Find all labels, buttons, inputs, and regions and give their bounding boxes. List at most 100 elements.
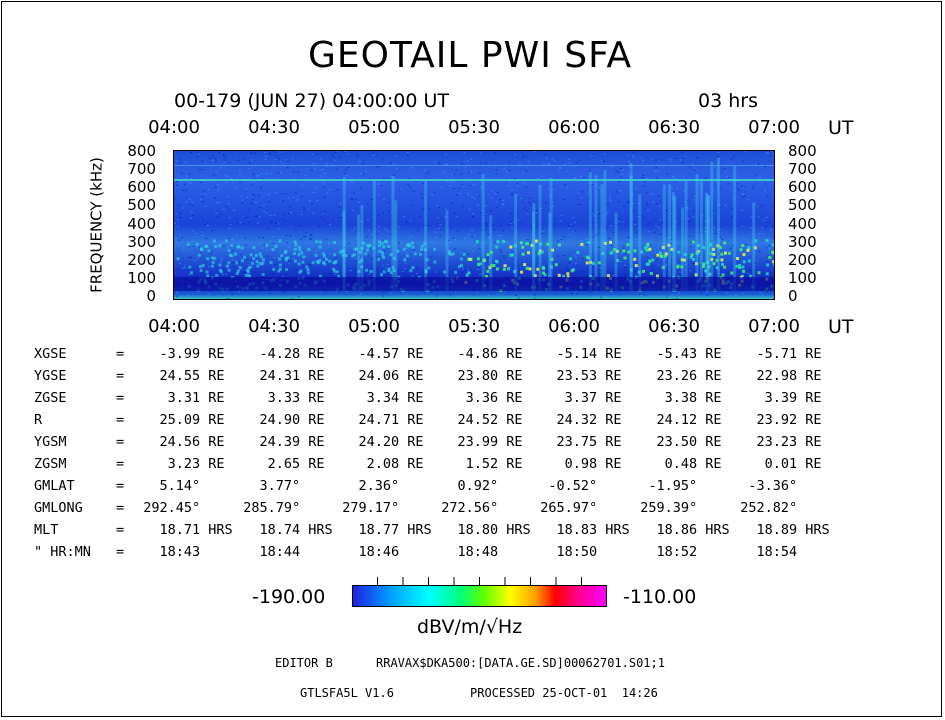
spectrogram-cell	[571, 231, 574, 233]
spectrogram-cell	[343, 262, 346, 264]
spectrogram-cell	[723, 168, 726, 170]
spectrogram-cell	[695, 174, 699, 291]
spectrogram-cell	[256, 222, 259, 224]
spectrogram-cell	[285, 242, 288, 244]
spectrogram-cell	[627, 202, 630, 204]
colorbar-max: -110.00	[623, 586, 697, 608]
y-tick-label-left: 700	[127, 160, 156, 179]
spectrogram-cell	[510, 221, 513, 223]
spectrogram-cell	[285, 235, 288, 237]
spectrogram-cell	[442, 172, 445, 174]
spectrogram-cell	[334, 258, 337, 260]
spectrogram-cell	[578, 159, 581, 161]
spectrogram-cell	[190, 212, 193, 214]
spectrogram-cell	[526, 251, 530, 255]
spectrogram-cell	[458, 193, 461, 195]
spectrogram-cell	[685, 207, 688, 209]
time-tick-label: 05:30	[448, 316, 500, 337]
orbit-row-equals: =	[116, 500, 125, 516]
spectrogram-cell	[752, 185, 755, 187]
spectrogram-cell	[698, 183, 701, 185]
spectrogram-cell	[293, 178, 296, 180]
spectrogram-cell	[702, 246, 706, 250]
spectrogram-cell	[705, 192, 709, 291]
spectrogram-cell	[762, 219, 765, 221]
spectrogram-cell	[219, 201, 222, 203]
orbit-value: 0.01 RE	[764, 456, 822, 472]
spectrogram-cell	[382, 270, 386, 274]
spectrogram-cell	[539, 202, 542, 204]
spectrogram-cell	[589, 260, 593, 264]
spectrogram-cell	[252, 173, 255, 175]
spectrogram-cell	[498, 235, 501, 237]
spectrogram-cell	[636, 262, 639, 264]
spectrogram-cell	[558, 168, 561, 170]
spectrogram-cell	[407, 184, 410, 186]
orbit-row-label: R	[34, 412, 43, 428]
spectrogram-cell	[665, 209, 668, 211]
spectrogram-cell	[263, 244, 266, 246]
spectrogram-cell	[423, 224, 426, 226]
spectrogram-cell	[413, 252, 417, 256]
spectrogram-cell	[215, 171, 218, 173]
spectrogram-cell	[661, 245, 665, 249]
spectrogram-cell	[706, 294, 709, 296]
orbit-row-label: ZGSM	[34, 456, 67, 472]
spectrogram-cell	[260, 172, 263, 174]
spectrogram-cell	[251, 194, 254, 196]
spectrogram-cell	[500, 251, 503, 253]
spectrogram-cell	[370, 257, 373, 259]
spectrogram-cell	[373, 226, 376, 228]
spectrogram-cell	[254, 201, 257, 203]
spectrogram-cell	[548, 163, 551, 165]
spectrogram-cell	[333, 240, 337, 244]
spectrogram-cell	[694, 273, 698, 277]
spectrogram-cell	[619, 260, 622, 262]
spectrogram-cell	[635, 249, 638, 251]
spectrogram-cell	[174, 165, 774, 166]
spectrogram-cell	[557, 240, 560, 242]
spectrogram-cell	[559, 220, 562, 222]
spectrogram-cell	[495, 169, 498, 171]
spectrogram-cell	[513, 253, 516, 255]
spectrogram-cell	[669, 242, 672, 244]
spectrogram-cell	[502, 199, 505, 201]
spectrogram-cell	[679, 159, 682, 161]
spectrogram-cell	[615, 223, 618, 225]
spectrogram-cell	[583, 177, 586, 179]
spectrogram-cell	[761, 293, 764, 295]
spectrogram-cell	[174, 277, 774, 291]
spectrogram-cell	[712, 209, 715, 211]
spectrogram-cell	[318, 245, 322, 249]
spectrogram-cell	[756, 260, 759, 262]
spectrogram-cell	[766, 152, 769, 154]
spectrogram-cell	[707, 265, 711, 269]
spectrogram-cell	[362, 241, 366, 245]
spectrogram-cell	[410, 241, 414, 245]
spectrogram-cell	[304, 255, 307, 257]
orbit-row-equals: =	[116, 434, 125, 450]
spectrogram-cell	[724, 171, 727, 173]
spectrogram-cell	[665, 297, 668, 299]
spectrogram-cell	[338, 206, 341, 208]
spectrogram-cell	[625, 220, 628, 222]
spectrogram-cell	[735, 294, 738, 296]
spectrogram-cell	[602, 160, 605, 162]
spectrogram-cell	[692, 257, 696, 261]
spectrogram-cell	[484, 223, 487, 225]
spectrogram-cell	[383, 198, 386, 200]
spectrogram-cell	[375, 166, 378, 168]
time-tick-label: 07:00	[748, 316, 800, 337]
spectrogram-cell	[210, 256, 214, 260]
spectrogram-cell	[650, 158, 653, 160]
spectrogram-cell	[322, 218, 325, 220]
spectrogram-cell	[573, 255, 576, 257]
spectrogram-cell	[577, 192, 580, 194]
spectrogram-cell	[520, 270, 524, 274]
spectrogram-cell	[300, 251, 304, 255]
spectrogram-cell	[503, 267, 506, 269]
spectrogram-cell	[405, 244, 409, 248]
spectrogram-cell	[423, 258, 426, 260]
spectrogram-cell	[284, 221, 287, 223]
